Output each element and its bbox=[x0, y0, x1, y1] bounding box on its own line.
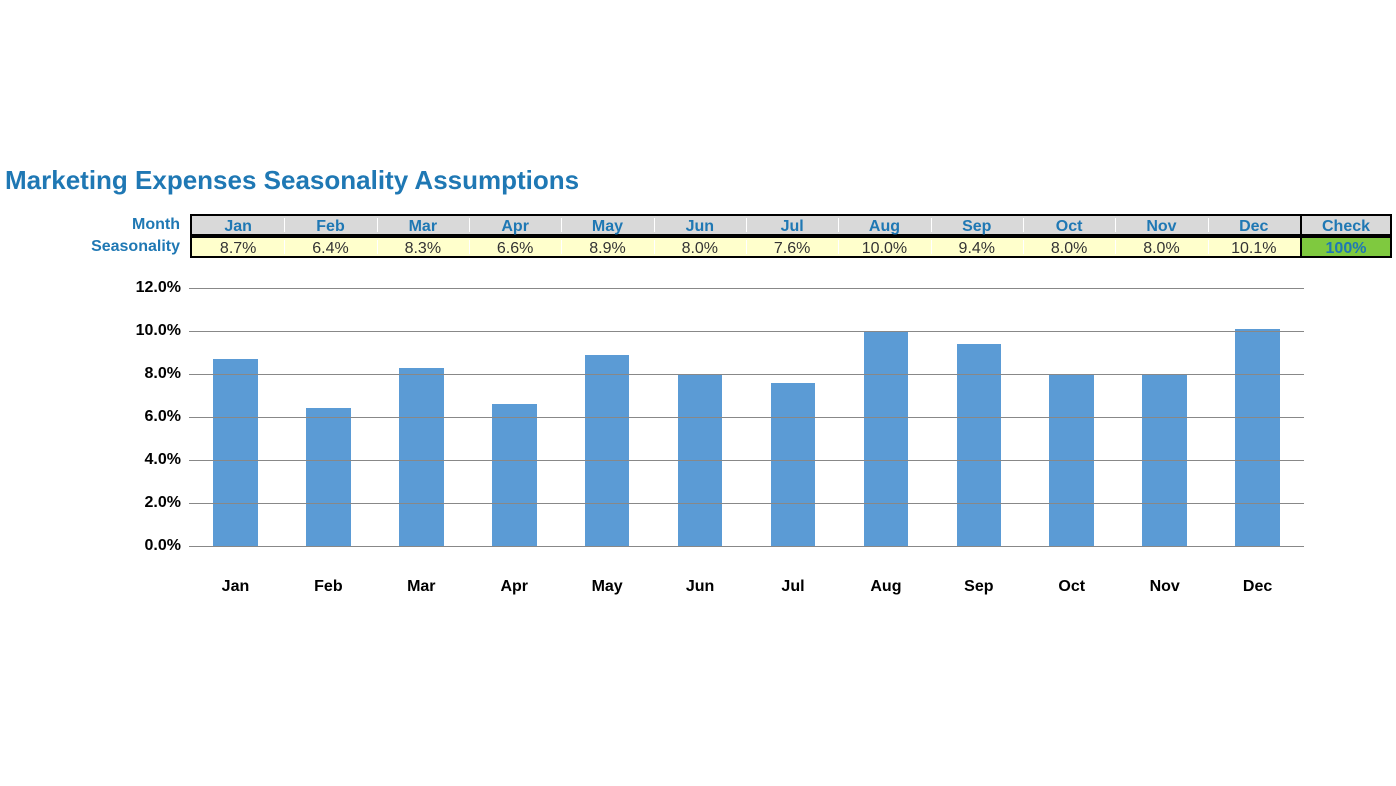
table-value-row: Seasonality 8.7%6.4%8.3%6.6%8.9%8.0%7.6%… bbox=[5, 236, 1394, 258]
y-axis-tick-label: 6.0% bbox=[116, 408, 181, 426]
month-header-cell: May bbox=[561, 216, 653, 234]
row-label-month: Month bbox=[5, 214, 190, 236]
gridline bbox=[189, 460, 1304, 461]
bar bbox=[864, 331, 909, 546]
seasonality-value-cell: 8.9% bbox=[561, 238, 653, 256]
gridline bbox=[189, 546, 1304, 547]
x-axis-tick-label: Oct bbox=[1025, 578, 1118, 596]
bar bbox=[399, 368, 444, 546]
y-axis-tick-label: 10.0% bbox=[116, 322, 181, 340]
seasonality-value-cell: 10.0% bbox=[838, 238, 930, 256]
month-header-cell: Feb bbox=[284, 216, 376, 234]
seasonality-value-cell: 8.0% bbox=[654, 238, 746, 256]
table-header-row: Month JanFebMarAprMayJunJulAugSepOctNovD… bbox=[5, 214, 1394, 236]
y-axis-tick-label: 0.0% bbox=[116, 537, 181, 555]
month-header-cell: Mar bbox=[377, 216, 469, 234]
month-header-cell: Jul bbox=[746, 216, 838, 234]
gridline bbox=[189, 331, 1304, 332]
x-axis-tick-label: Apr bbox=[468, 578, 561, 596]
x-axis-tick-label: Sep bbox=[932, 578, 1025, 596]
x-axis-tick-label: Feb bbox=[282, 578, 375, 596]
bar bbox=[213, 359, 258, 546]
check-value: 100% bbox=[1302, 236, 1392, 258]
x-axis-tick-label: Jul bbox=[747, 578, 840, 596]
x-axis-tick-label: Dec bbox=[1211, 578, 1304, 596]
month-header-cell: Sep bbox=[931, 216, 1023, 234]
gridline bbox=[189, 417, 1304, 418]
seasonality-table: Month JanFebMarAprMayJunJulAugSepOctNovD… bbox=[5, 214, 1394, 258]
y-axis-tick-label: 8.0% bbox=[116, 365, 181, 383]
check-header: Check bbox=[1302, 214, 1392, 236]
x-axis-tick-label: Jan bbox=[189, 578, 282, 596]
seasonality-value-cell: 10.1% bbox=[1208, 238, 1300, 256]
month-header-cell: Jun bbox=[654, 216, 746, 234]
x-axis-tick-label: Aug bbox=[839, 578, 932, 596]
page-title: Marketing Expenses Seasonality Assumptio… bbox=[5, 165, 579, 196]
gridline bbox=[189, 374, 1304, 375]
row-label-seasonality: Seasonality bbox=[5, 236, 190, 258]
seasonality-value-cell: 6.4% bbox=[284, 238, 376, 256]
seasonality-value-cell: 9.4% bbox=[931, 238, 1023, 256]
bar bbox=[306, 408, 351, 546]
month-header-cell: Jan bbox=[192, 216, 284, 234]
x-axis-tick-label: Mar bbox=[375, 578, 468, 596]
month-header-cell: Nov bbox=[1115, 216, 1207, 234]
month-header-cell: Dec bbox=[1208, 216, 1300, 234]
seasonality-value-cell: 8.3% bbox=[377, 238, 469, 256]
y-axis-tick-label: 2.0% bbox=[116, 494, 181, 512]
seasonality-value-cell: 6.6% bbox=[469, 238, 561, 256]
month-header-cell: Aug bbox=[838, 216, 930, 234]
seasonality-value-cell: 8.0% bbox=[1115, 238, 1207, 256]
y-axis-tick-label: 12.0% bbox=[116, 279, 181, 297]
bar bbox=[1235, 329, 1280, 546]
month-header-cell: Apr bbox=[469, 216, 561, 234]
gridline bbox=[189, 288, 1304, 289]
seasonality-value-cell: 8.0% bbox=[1023, 238, 1115, 256]
x-axis-tick-label: Nov bbox=[1118, 578, 1211, 596]
bar bbox=[585, 355, 630, 546]
bar bbox=[771, 383, 816, 546]
x-axis-tick-label: May bbox=[561, 578, 654, 596]
seasonality-value-cell: 7.6% bbox=[746, 238, 838, 256]
seasonality-bar-chart: JanFebMarAprMayJunJulAugSepOctNovDec 0.0… bbox=[116, 288, 1304, 600]
gridline bbox=[189, 503, 1304, 504]
y-axis-tick-label: 4.0% bbox=[116, 451, 181, 469]
seasonality-value-cell: 8.7% bbox=[192, 238, 284, 256]
x-axis-tick-label: Jun bbox=[654, 578, 747, 596]
month-header-cell: Oct bbox=[1023, 216, 1115, 234]
bar bbox=[492, 404, 537, 546]
